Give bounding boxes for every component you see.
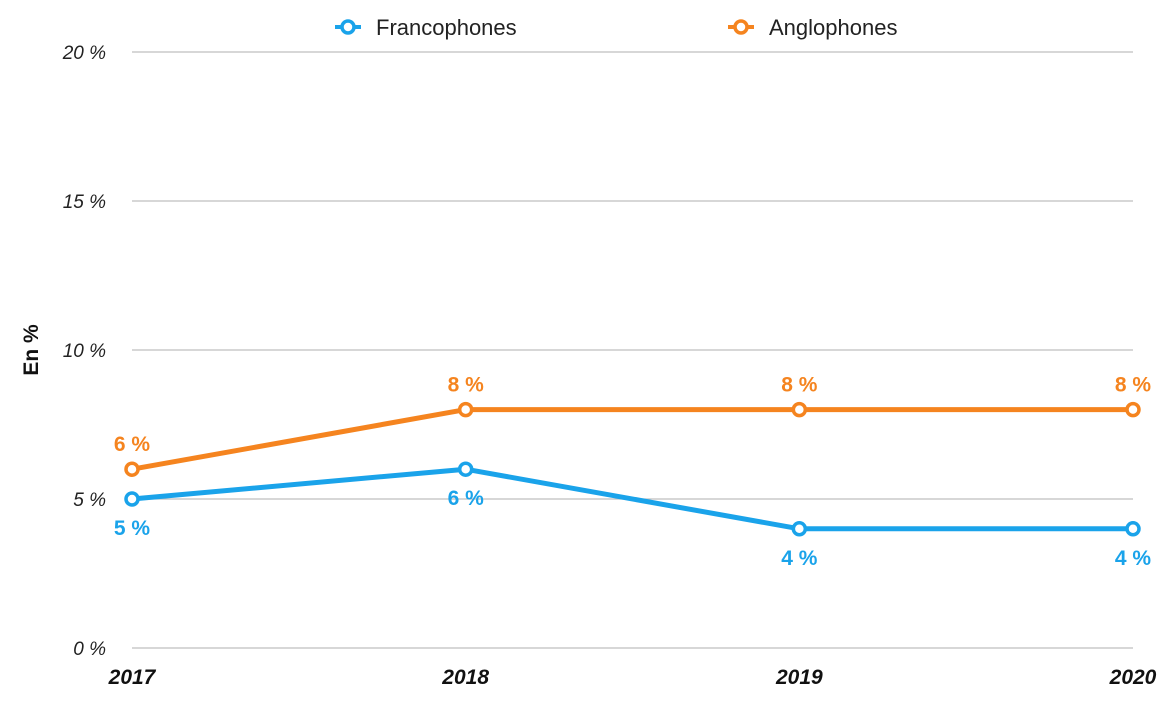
legend-item: Francophones	[335, 15, 517, 40]
legend-label: Anglophones	[769, 15, 897, 40]
gridlines	[132, 51, 1133, 649]
data-label: 5 %	[114, 517, 151, 540]
legend-item: Anglophones	[728, 15, 897, 40]
data-point	[791, 401, 808, 418]
y-axis-ticks: 0 % 5 % 10 % 15 % 20 %	[62, 43, 106, 660]
data-point	[1125, 401, 1141, 418]
legend-marker	[733, 19, 749, 35]
data-point	[457, 401, 474, 418]
data-label: 4 %	[781, 547, 818, 570]
x-tick-label: 2018	[441, 666, 489, 689]
data-label: 6 %	[448, 487, 485, 510]
legend-marker	[340, 19, 356, 35]
data-label: 6 %	[114, 433, 151, 456]
y-tick-label: 5 %	[73, 490, 106, 511]
data-label: 8 %	[1115, 374, 1152, 397]
x-tick-label: 2019	[775, 666, 823, 689]
data-label: 8 %	[448, 374, 485, 397]
y-tick-label: 10 %	[63, 341, 106, 362]
series-francophones: 5 % 6 % 4 % 4 %	[114, 461, 1152, 570]
data-point	[124, 491, 140, 507]
data-point	[124, 461, 140, 477]
legend: Francophones Anglophones	[335, 15, 897, 40]
data-label: 8 %	[781, 374, 818, 397]
series-line	[129, 407, 1136, 472]
x-tick-label: 2017	[108, 666, 157, 689]
x-axis-ticks: 2017 2018 2019 2020	[108, 666, 1157, 689]
legend-label: Francophones	[376, 15, 517, 40]
data-point	[791, 521, 808, 537]
data-point	[457, 461, 474, 477]
y-axis-label: En %	[20, 324, 43, 376]
series-line	[129, 466, 1136, 532]
x-tick-label: 2020	[1109, 666, 1157, 689]
data-point	[1125, 521, 1141, 537]
series-anglophones: 6 % 8 % 8 % 8 %	[114, 374, 1152, 477]
y-tick-label: 15 %	[63, 192, 106, 213]
data-label: 4 %	[1115, 547, 1152, 570]
y-tick-label: 20 %	[62, 43, 106, 64]
series-layer: 5 % 6 % 4 % 4 % 6 % 8 % 8 % 8 %	[114, 374, 1152, 570]
y-tick-label: 0 %	[73, 639, 106, 660]
